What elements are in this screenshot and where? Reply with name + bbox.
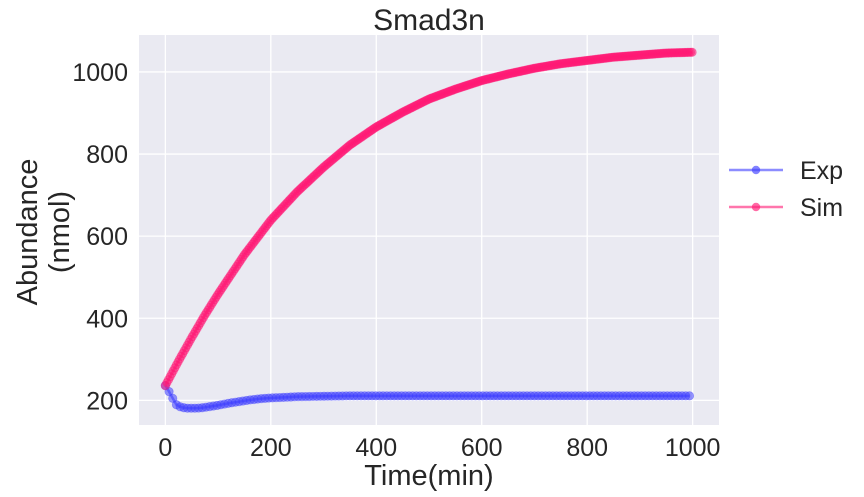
x-tick-label: 1000 <box>665 434 721 462</box>
x-ticks: 0 200 400 600 800 1000 <box>158 434 720 462</box>
legend-item-sim: Sim <box>729 194 843 222</box>
y-tick-label: 600 <box>86 223 128 251</box>
legend-item-exp: Exp <box>729 157 843 185</box>
legend-label: Exp <box>800 157 843 185</box>
legend-label: Sim <box>800 194 843 222</box>
series-sim <box>160 47 697 391</box>
chart-title: Smad3n <box>373 4 485 37</box>
legend: Exp Sim <box>729 157 843 222</box>
x-tick-label: 0 <box>158 434 172 462</box>
x-tick-label: 800 <box>566 434 608 462</box>
data-point <box>168 393 178 403</box>
y-axis-label-line1: Abundance <box>12 159 44 306</box>
plot-area <box>139 35 719 425</box>
y-ticks: 200 400 600 800 1000 <box>72 59 128 415</box>
y-tick-label: 200 <box>86 387 128 415</box>
legend-marker <box>751 165 761 175</box>
series-layer <box>160 47 697 413</box>
data-point <box>687 47 697 57</box>
x-tick-label: 200 <box>250 434 292 462</box>
data-point <box>684 391 695 401</box>
x-tick-label: 400 <box>355 434 397 462</box>
x-axis-label: Time(min) <box>364 460 493 492</box>
y-tick-label: 1000 <box>72 59 128 87</box>
y-axis-label-line2: (nmol) <box>44 191 76 273</box>
legend-marker <box>751 202 761 212</box>
x-tick-label: 600 <box>461 434 503 462</box>
y-tick-label: 400 <box>86 305 128 333</box>
y-tick-label: 800 <box>86 141 128 169</box>
